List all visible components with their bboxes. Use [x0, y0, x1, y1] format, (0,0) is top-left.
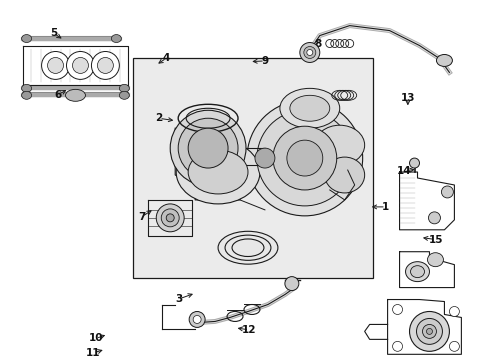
Ellipse shape: [289, 95, 329, 121]
Ellipse shape: [441, 186, 452, 198]
Ellipse shape: [178, 118, 238, 178]
Text: 14: 14: [396, 166, 411, 176]
Ellipse shape: [279, 88, 339, 128]
Ellipse shape: [161, 209, 179, 227]
Ellipse shape: [410, 266, 424, 278]
Ellipse shape: [66, 51, 94, 80]
Text: 12: 12: [242, 325, 256, 335]
Ellipse shape: [285, 276, 298, 291]
Ellipse shape: [324, 157, 364, 193]
Ellipse shape: [72, 58, 88, 73]
Text: 3: 3: [175, 294, 182, 304]
Ellipse shape: [47, 58, 63, 73]
Ellipse shape: [188, 128, 227, 168]
Ellipse shape: [299, 42, 319, 62]
Text: 13: 13: [400, 93, 414, 103]
Ellipse shape: [436, 54, 451, 67]
Ellipse shape: [21, 91, 32, 99]
Bar: [133, 58, 372, 278]
Ellipse shape: [408, 158, 419, 168]
Ellipse shape: [448, 341, 458, 351]
Ellipse shape: [111, 35, 121, 42]
Ellipse shape: [170, 110, 245, 186]
Text: 5: 5: [50, 28, 57, 38]
Ellipse shape: [303, 46, 315, 58]
Ellipse shape: [427, 253, 443, 267]
Ellipse shape: [254, 148, 274, 168]
Ellipse shape: [426, 328, 431, 334]
Ellipse shape: [189, 311, 204, 327]
Text: 15: 15: [427, 234, 442, 244]
Ellipse shape: [306, 50, 312, 55]
Text: 8: 8: [313, 40, 321, 49]
Ellipse shape: [314, 125, 364, 165]
Text: 9: 9: [261, 56, 268, 66]
Text: 7: 7: [138, 212, 145, 221]
Ellipse shape: [427, 212, 440, 224]
Ellipse shape: [119, 84, 129, 92]
Ellipse shape: [416, 319, 442, 345]
Ellipse shape: [392, 341, 402, 351]
Ellipse shape: [21, 35, 32, 42]
Ellipse shape: [91, 51, 119, 80]
Ellipse shape: [156, 204, 184, 232]
Text: 4: 4: [163, 53, 170, 63]
Ellipse shape: [188, 150, 247, 194]
Ellipse shape: [176, 140, 260, 204]
Ellipse shape: [166, 214, 174, 222]
Ellipse shape: [21, 84, 32, 92]
Ellipse shape: [193, 315, 201, 323]
Ellipse shape: [218, 231, 277, 264]
Text: 11: 11: [86, 348, 101, 358]
Ellipse shape: [422, 324, 436, 338]
Ellipse shape: [272, 126, 336, 190]
Ellipse shape: [246, 100, 362, 216]
Ellipse shape: [65, 89, 85, 101]
Ellipse shape: [392, 305, 402, 315]
Ellipse shape: [119, 91, 129, 99]
Ellipse shape: [97, 58, 113, 73]
Text: 6: 6: [55, 90, 61, 100]
Text: 10: 10: [88, 333, 103, 343]
Ellipse shape: [286, 140, 322, 176]
Text: 2: 2: [155, 113, 163, 123]
Ellipse shape: [405, 262, 428, 282]
Text: 1: 1: [382, 202, 389, 212]
Ellipse shape: [448, 306, 458, 316]
Ellipse shape: [256, 110, 352, 206]
Ellipse shape: [408, 311, 448, 351]
Ellipse shape: [41, 51, 69, 80]
